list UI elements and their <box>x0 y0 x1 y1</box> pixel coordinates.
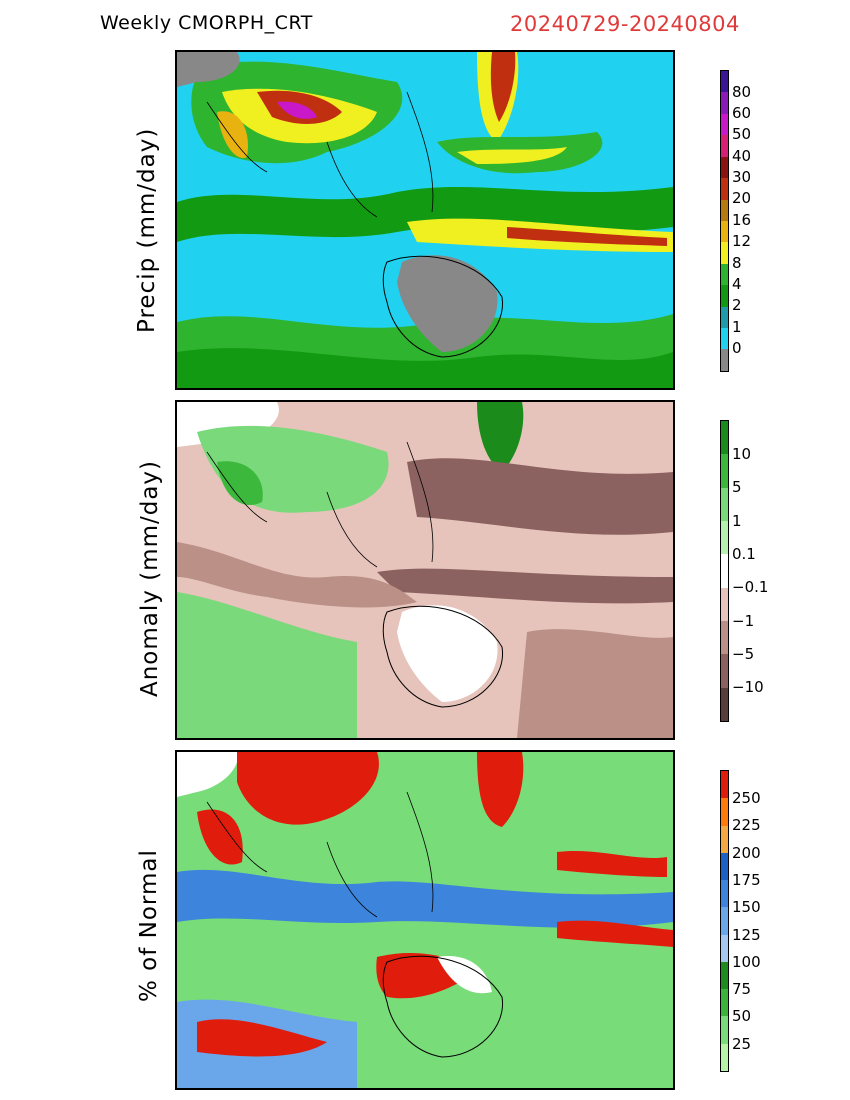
anomaly-ylabel: Anomaly (mm/day) <box>137 459 163 697</box>
precip-tick: 30 <box>732 168 752 186</box>
precip-ylabel: Precip (mm/day) <box>134 127 160 333</box>
pct-normal-tick: 125 <box>732 926 761 944</box>
precip-tick: 40 <box>732 147 752 165</box>
anomaly-tick: 5 <box>732 478 742 496</box>
pct-normal-tick: 100 <box>732 953 761 971</box>
period-title: 20240729-20240804 <box>510 12 740 36</box>
precip-tick: 60 <box>732 104 752 122</box>
precip-map <box>175 50 675 390</box>
pct-normal-tick: 150 <box>732 898 761 916</box>
precip-tick: 16 <box>732 211 752 229</box>
pct-normal-ylabel: % of Normal <box>136 849 162 1002</box>
pct-normal-tick: 225 <box>732 816 761 834</box>
anomaly-tick: −5 <box>732 645 755 663</box>
precip-tick: 8 <box>732 254 742 272</box>
anomaly-tick: −10 <box>732 678 764 696</box>
product-title: Weekly CMORPH_CRT <box>100 12 313 34</box>
anomaly-tick: 0.1 <box>732 545 756 563</box>
precip-tick: 0 <box>732 339 742 357</box>
precip-tick: 1 <box>732 318 742 336</box>
precip-tick: 80 <box>732 83 752 101</box>
precip-tick: 50 <box>732 125 752 143</box>
anomaly-tick: −0.1 <box>732 578 769 596</box>
precip-tick: 4 <box>732 275 742 293</box>
precip-tick: 20 <box>732 189 752 207</box>
anomaly-tick: 1 <box>732 512 742 530</box>
anomaly-tick: −1 <box>732 612 755 630</box>
pct-normal-tick: 175 <box>732 871 761 889</box>
precip-tick: 2 <box>732 296 742 314</box>
pct-normal-map <box>175 750 675 1090</box>
pct-normal-tick: 25 <box>732 1035 752 1053</box>
pct-normal-colorbar <box>720 770 729 1072</box>
anomaly-colorbar <box>720 420 729 722</box>
anomaly-map <box>175 400 675 740</box>
pct-normal-tick: 50 <box>732 1007 752 1025</box>
pct-normal-tick: 250 <box>732 789 761 807</box>
precip-colorbar <box>720 70 729 372</box>
pct-normal-tick: 200 <box>732 844 761 862</box>
anomaly-tick: 10 <box>732 445 752 463</box>
pct-normal-tick: 75 <box>732 980 752 998</box>
precip-tick: 12 <box>732 232 752 250</box>
